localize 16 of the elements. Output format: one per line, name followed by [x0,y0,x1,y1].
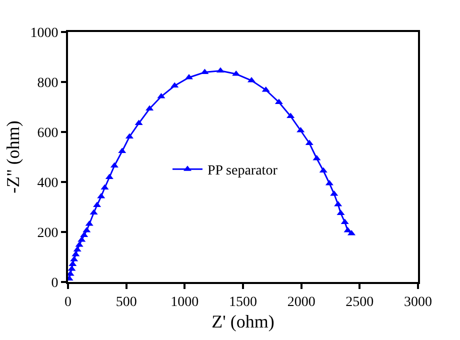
x-axis-title: Z' (ohm) [212,311,274,332]
x-tick-label: 3000 [404,294,432,310]
x-tick-label: 1000 [170,294,199,310]
y-tick-label: 200 [37,226,58,241]
y-tick-label: 400 [37,176,58,191]
y-tick-label: 800 [37,76,58,91]
y-axis-title: -Z" (ohm) [2,120,23,194]
legend-label: PP separator [208,164,278,179]
x-tick-label: 1500 [229,294,257,310]
x-tick-label: 2500 [346,294,374,310]
y-tick-label: 600 [37,126,58,141]
x-tick-label: 500 [116,294,137,310]
x-tick-label: 0 [64,294,72,310]
x-tick-label: 2000 [287,294,316,310]
y-tick-label: 0 [51,276,58,291]
y-tick-label: 1000 [30,26,58,41]
